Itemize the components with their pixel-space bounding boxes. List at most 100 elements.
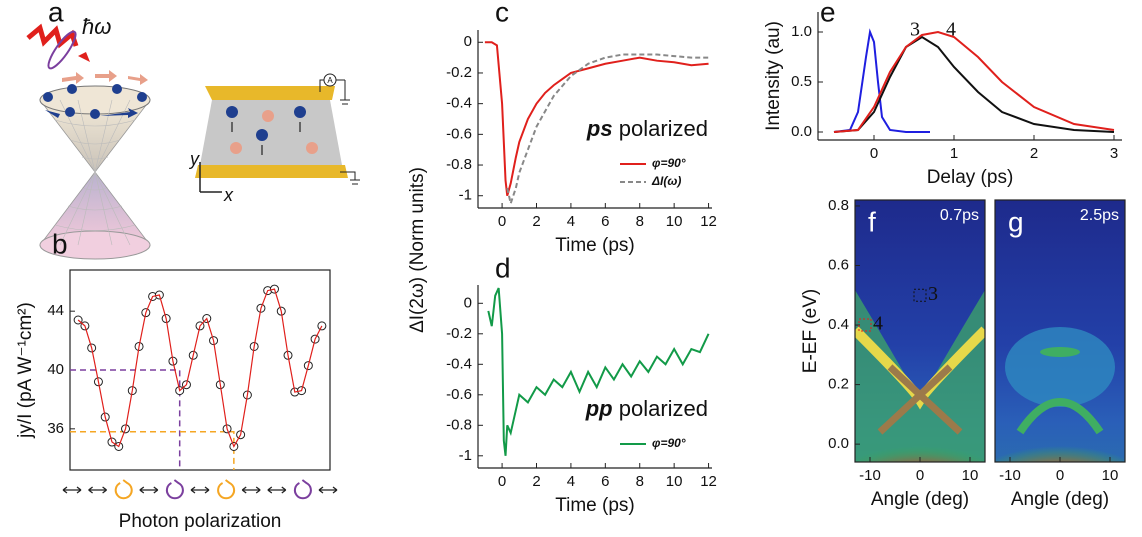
band <box>855 290 985 462</box>
x-tick-label: 10 <box>666 473 683 490</box>
x-tick-label: 6 <box>601 213 609 230</box>
x-tick-label: 4 <box>567 473 575 490</box>
polarization-icon <box>190 486 210 494</box>
panel-label: f <box>868 206 876 237</box>
y-tick-label: -0.8 <box>446 416 472 433</box>
y-tick-label: 1.0 <box>791 23 812 40</box>
x-axis-label: Delay (ps) <box>927 167 1014 188</box>
ground <box>340 171 360 185</box>
blob <box>855 422 985 462</box>
x-tick-label: 2 <box>1030 145 1038 162</box>
time-label: 0.7ps <box>940 207 979 224</box>
x-tick-label: 1 <box>950 145 958 162</box>
y-axis-label: Intensity (au) <box>763 21 784 131</box>
y-axis-label: E-EF (eV) <box>800 289 821 373</box>
y-tick-label: 0.8 <box>828 197 849 214</box>
annotation-emph: pp <box>585 396 613 421</box>
x-axis-label: Time (ps) <box>555 495 635 516</box>
x-tick-label: 0 <box>498 473 506 490</box>
polarization-icon <box>114 479 133 500</box>
x-axis-label: Angle (deg) <box>871 489 969 510</box>
panel-label: d <box>495 252 511 283</box>
polarization-icon <box>165 479 184 500</box>
y-tick-label: 36 <box>47 420 64 437</box>
illustration: a ħω A y x <box>26 0 360 260</box>
polarization-icon <box>267 486 287 494</box>
y-tick-label: -0.2 <box>446 64 472 81</box>
x-tick-label: 2 <box>532 473 540 490</box>
guide-line <box>70 369 181 470</box>
band <box>1040 347 1080 357</box>
y-tick-label: 44 <box>47 302 64 319</box>
y-axis-label: ΔI(2ω) (Norm units) <box>407 167 428 333</box>
y-tick-label: 0.0 <box>791 123 812 140</box>
x-tick-label: 6 <box>601 473 609 490</box>
x-tick-label: 0 <box>870 145 878 162</box>
polarization-icon <box>62 486 82 494</box>
y-tick-label: 0.0 <box>828 435 849 452</box>
x-tick-label: 10 <box>666 213 683 230</box>
axis-x-label: x <box>223 185 234 205</box>
photon-label: ħω <box>82 14 111 39</box>
electrode <box>195 165 348 178</box>
series-line <box>833 30 1115 133</box>
y-tick-label: -0.4 <box>446 95 472 112</box>
x-tick-label: 8 <box>636 213 644 230</box>
y-tick-label: -0.6 <box>446 125 472 142</box>
band <box>1005 327 1115 407</box>
panel-label: c <box>495 0 509 27</box>
x-tick-label: 0 <box>916 467 924 484</box>
heatmap <box>995 200 1125 462</box>
series-line <box>77 288 323 448</box>
x-tick-label: -10 <box>999 467 1021 484</box>
y-tick-label: 0.4 <box>828 316 849 333</box>
polarization-icon <box>139 486 159 494</box>
x-tick-label: 0 <box>1056 467 1064 484</box>
photon <box>26 23 79 49</box>
legend-label: ΔI(ω) <box>651 174 681 188</box>
ammeter-label: A <box>327 76 333 85</box>
y-tick-label: -0.2 <box>446 325 472 342</box>
annotation: 3 <box>928 283 938 305</box>
x-tick-label: 12 <box>700 213 717 230</box>
y-tick-label: -0.8 <box>446 156 472 173</box>
panel-label: g <box>1008 206 1024 237</box>
y-tick-label: 0.5 <box>791 73 812 90</box>
band <box>855 326 985 410</box>
y-tick-label: -0.6 <box>446 386 472 403</box>
annotation: 4 <box>946 19 956 41</box>
x-tick-label: -10 <box>859 467 881 484</box>
panel-label: b <box>52 228 68 259</box>
axes-icon <box>199 162 222 193</box>
x-axis-label: Angle (deg) <box>1011 489 1109 510</box>
marker-box <box>858 318 872 332</box>
y-tick-label: 0 <box>464 294 472 311</box>
cone-rim <box>39 230 151 260</box>
legend-label: φ=90° <box>652 436 686 450</box>
annotation-text: polarized <box>619 116 708 141</box>
photon-head <box>78 52 90 62</box>
time-label: 2.5ps <box>1080 207 1119 224</box>
x-tick-label: 10 <box>1102 467 1119 484</box>
x-tick-label: 4 <box>567 213 575 230</box>
panel-label: e <box>820 0 836 27</box>
guide-line <box>70 431 235 470</box>
series-line <box>833 28 930 133</box>
x-tick-label: 8 <box>636 473 644 490</box>
blob <box>995 422 1125 462</box>
electrode <box>205 86 335 100</box>
axis-y-label: y <box>188 149 200 169</box>
device <box>200 100 342 165</box>
x-tick-label: 3 <box>1110 145 1118 162</box>
band <box>877 364 963 435</box>
annotation: pp polarized <box>585 396 708 421</box>
annotation: 3 <box>910 19 920 41</box>
polarization <box>47 30 77 70</box>
x-axis-label: Time (ps) <box>555 235 635 256</box>
annotation-emph: ps <box>586 116 613 141</box>
y-tick-label: 0.2 <box>828 376 849 393</box>
y-tick-label: -0.4 <box>446 355 472 372</box>
annotation-text: polarized <box>619 396 708 421</box>
marker-box <box>913 288 927 302</box>
